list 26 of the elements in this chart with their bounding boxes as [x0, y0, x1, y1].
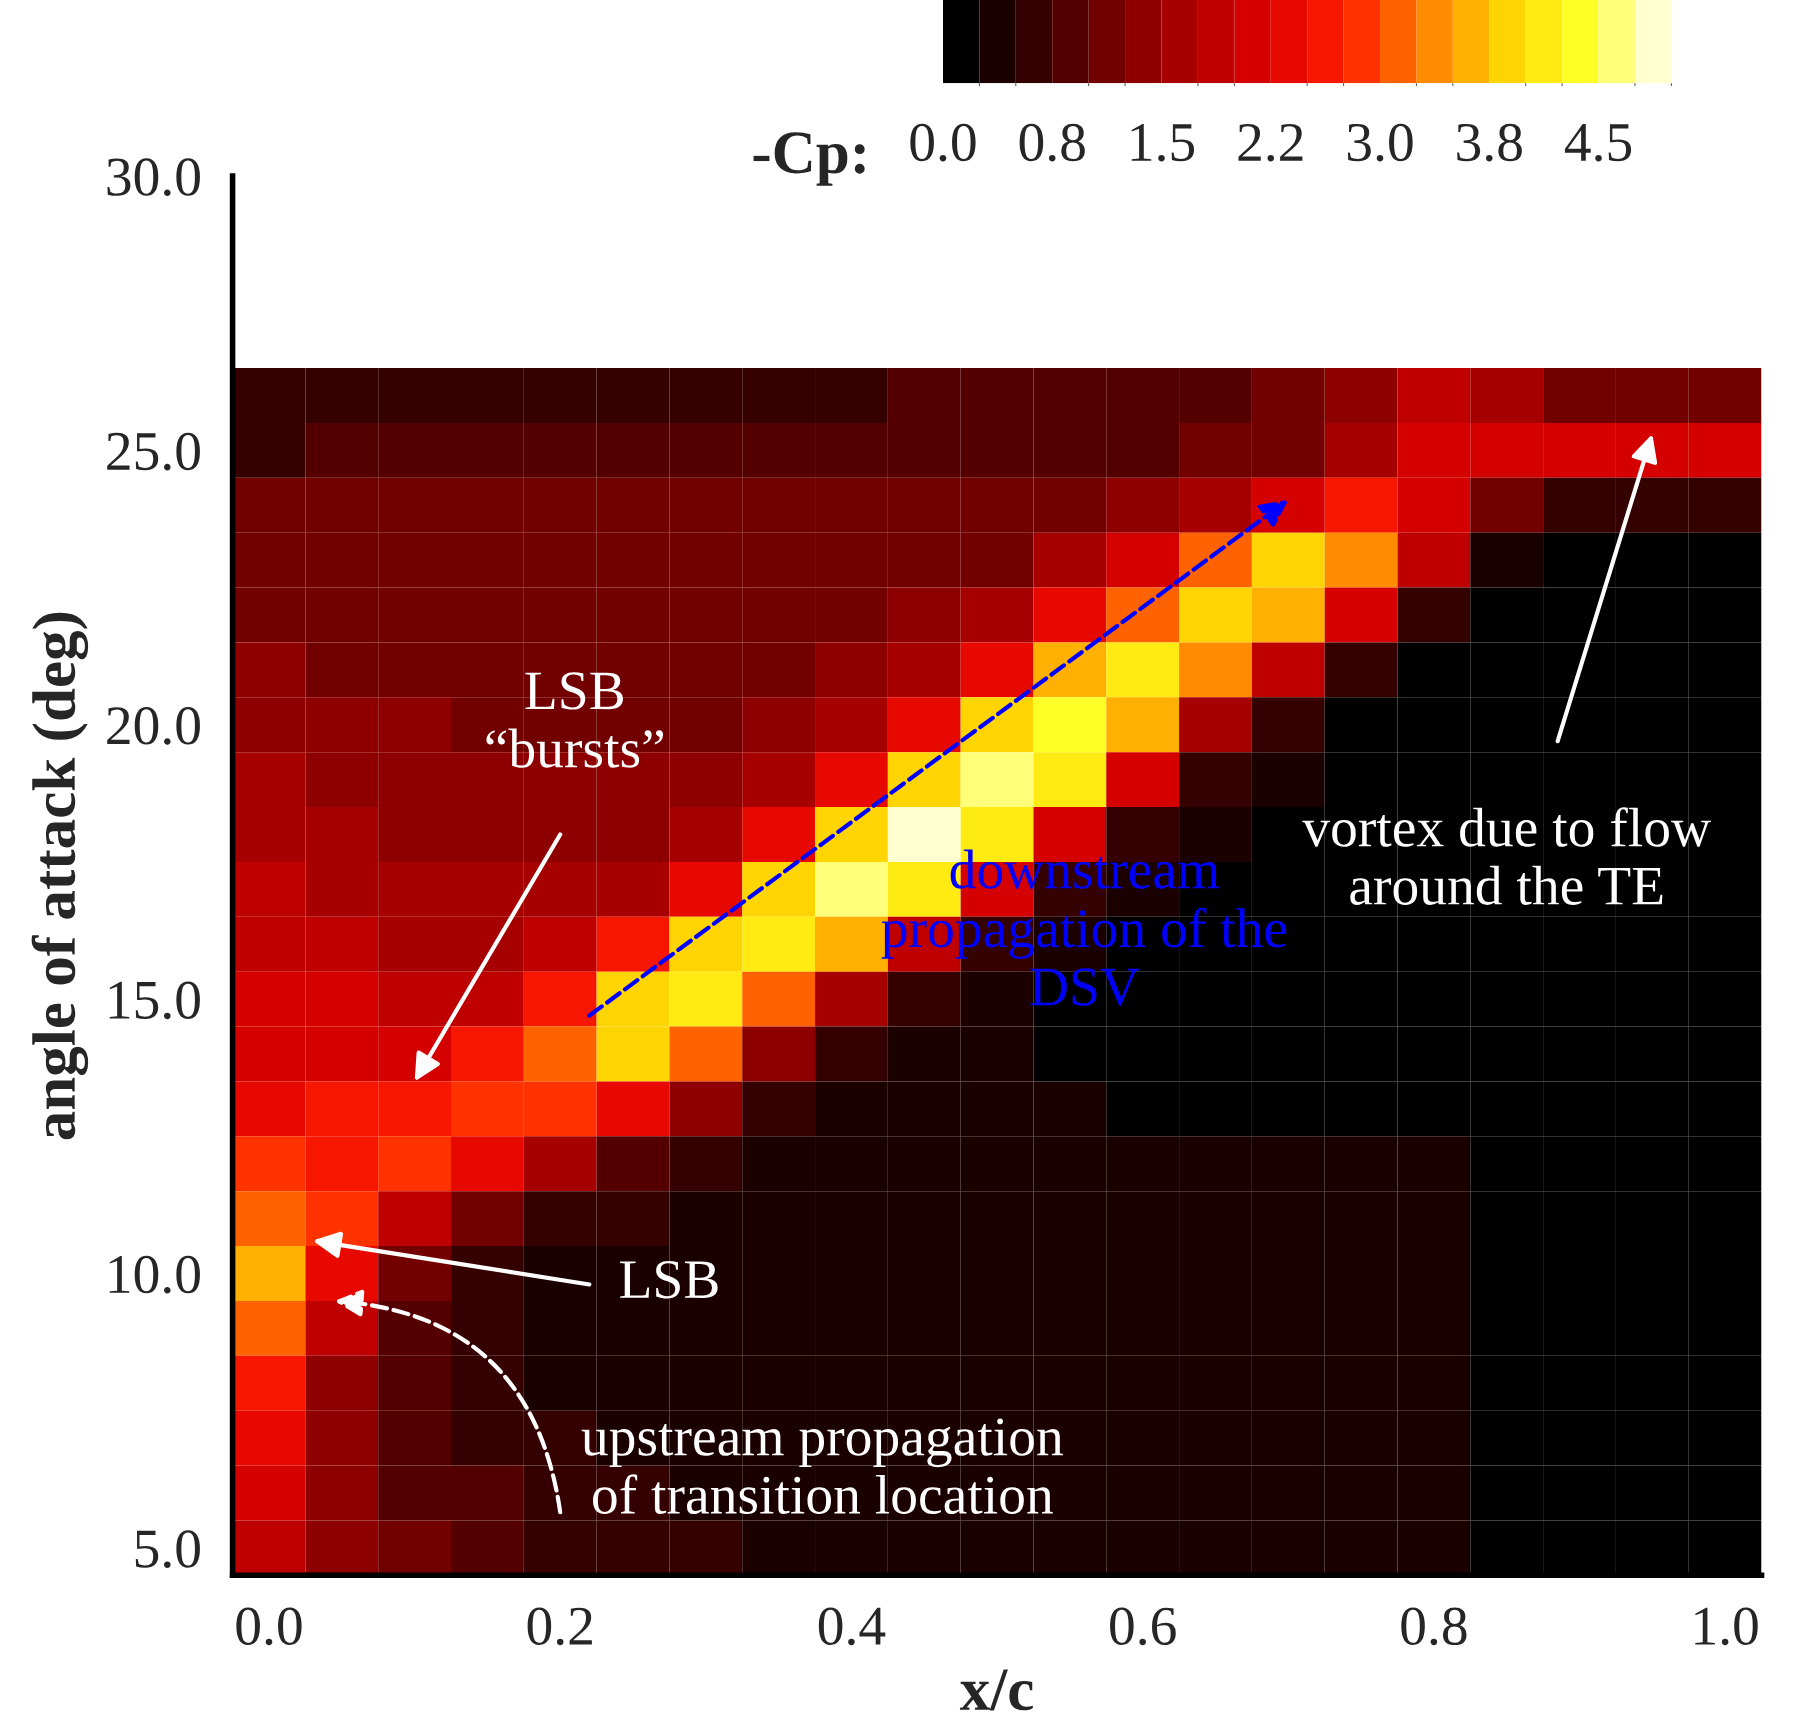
color-bar-label: 1.5 [1131, 124, 1195, 162]
x-tick-label: 0.2 [527, 1607, 592, 1646]
y-tick-label: 10.0 [109, 1255, 200, 1294]
y-tick-label: 15.0 [109, 981, 200, 1020]
y-tick-label: 25.0 [107, 432, 200, 471]
x-tick-label: 0.4 [818, 1607, 886, 1646]
y-axis-title: angle of attack (deg) [31, 612, 89, 1140]
x-tick-label: 0.6 [1110, 1607, 1176, 1646]
x-tick-label: 1.0 [1695, 1607, 1758, 1646]
color-bar-title: -Cp: [753, 132, 865, 186]
annotation: upstream propagation of transition location [581, 1418, 1063, 1515]
color-bar-label: 3.0 [1347, 123, 1413, 162]
color-bar-label: 3.8 [1457, 123, 1522, 162]
text: 30.0 [107, 158, 200, 197]
x-tick-label: 0.8 [1401, 1607, 1467, 1646]
color-bar-label: 0.0 [910, 123, 976, 162]
y-tick-label: 5.0 [135, 1530, 200, 1568]
annotation: vortex due to flow around the TE [1302, 807, 1711, 905]
x-axis-title: x/c [959, 1669, 1033, 1711]
color-bar-label: 0.8 [1019, 123, 1085, 162]
y-tick-label: 20.0 [107, 707, 200, 745]
annotation: LSB [620, 1261, 718, 1299]
annotation: LSB “bursts” [486, 672, 664, 768]
x-tick-label: 0.0 [236, 1607, 302, 1646]
color-bar-label: 2.2 [1238, 123, 1303, 162]
color-bar-label: 4.5 [1564, 124, 1632, 162]
